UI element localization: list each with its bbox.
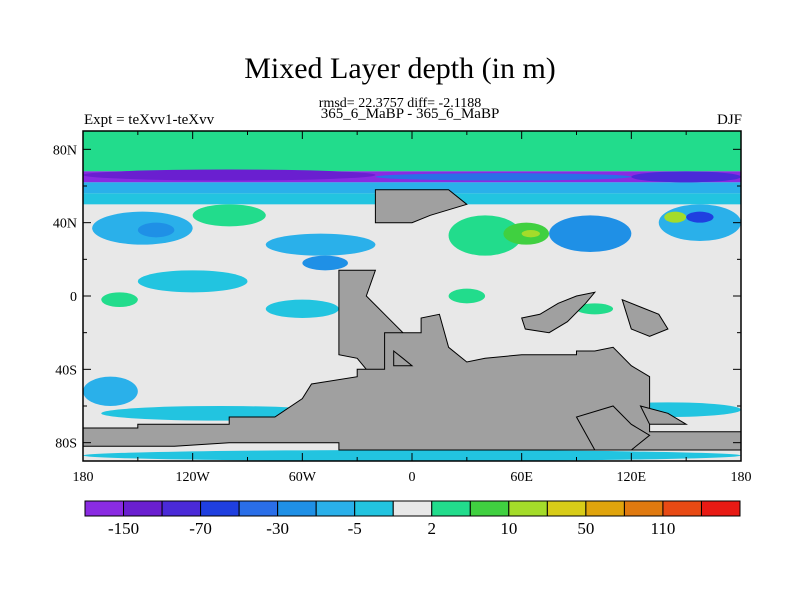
y-tick-label: 0 bbox=[70, 290, 77, 305]
x-tick-label: 180 bbox=[731, 470, 752, 485]
colorbar-box-9 bbox=[431, 500, 471, 517]
experiment-label: Expt = teXvv1-teXvv bbox=[84, 112, 215, 128]
chart-subtitle: 365_6_MaBP - 365_6_MaBP bbox=[320, 106, 500, 122]
field-band-3 bbox=[83, 182, 741, 194]
field-patch-16 bbox=[664, 211, 687, 223]
axes: 180 120W 60W 0 60E 120E 180 80N 40N 0 40S 80S bbox=[53, 131, 752, 485]
colorbar-box-0 bbox=[84, 500, 125, 517]
y-tick-label: 40S bbox=[55, 363, 77, 378]
field-patch-18 bbox=[83, 376, 138, 407]
colorbar-label: -30 bbox=[266, 519, 289, 538]
colorbar-box-2 bbox=[161, 500, 202, 517]
colorbar-label: 2 bbox=[428, 519, 437, 538]
land-mask-4 bbox=[521, 291, 597, 334]
field-patch-9 bbox=[101, 292, 138, 307]
field-patch-10 bbox=[265, 299, 339, 319]
y-tick-label: 80N bbox=[53, 143, 77, 158]
colorbar-box-14 bbox=[623, 500, 664, 517]
field-patch-22 bbox=[448, 288, 486, 304]
colorbar-label: 110 bbox=[651, 519, 676, 538]
y-tick-label: 40N bbox=[53, 217, 77, 232]
x-tick-label: 0 bbox=[409, 470, 416, 485]
season-label: DJF bbox=[716, 112, 742, 128]
chart-title: Mixed Layer depth (in m) bbox=[244, 52, 556, 85]
field-patch-1 bbox=[375, 173, 632, 181]
colorbar: -150 -70 -30 -5 2 10 50 110 bbox=[84, 500, 741, 538]
colorbar-box-6 bbox=[315, 500, 356, 517]
field-patch-23 bbox=[576, 303, 614, 315]
colorbar-box-8 bbox=[392, 500, 433, 517]
colorbar-label: -5 bbox=[348, 519, 362, 538]
colorbar-box-16 bbox=[700, 500, 741, 517]
field-patch-8 bbox=[137, 270, 248, 293]
field-band-0 bbox=[83, 131, 741, 153]
field-patch-17 bbox=[686, 211, 714, 223]
colorbar-label: -70 bbox=[189, 519, 212, 538]
land-mask-0 bbox=[374, 189, 468, 224]
field-patch-7 bbox=[302, 255, 349, 271]
field-band-1 bbox=[83, 153, 741, 172]
field-patch-5 bbox=[192, 204, 266, 227]
colorbar-box-11 bbox=[508, 500, 548, 517]
x-tick-label: 60W bbox=[289, 470, 317, 485]
colorbar-box-13 bbox=[585, 500, 625, 517]
land-mask-7 bbox=[639, 405, 689, 425]
field-patch-15 bbox=[658, 204, 741, 242]
field-patch-0 bbox=[83, 169, 376, 181]
colorbar-box-12 bbox=[546, 500, 587, 517]
field-patch-11 bbox=[448, 215, 522, 256]
heatmap-area bbox=[83, 131, 741, 461]
land-mask-3 bbox=[575, 405, 651, 451]
field-patch-2 bbox=[631, 171, 741, 183]
x-tick-label: 120W bbox=[176, 470, 211, 485]
field-patch-4 bbox=[137, 222, 175, 238]
colorbar-label: 10 bbox=[500, 519, 517, 538]
colorbar-box-4 bbox=[238, 500, 279, 517]
x-tick-label: 120E bbox=[617, 470, 647, 485]
y-tick-label: 80S bbox=[55, 437, 77, 452]
colorbar-label: -150 bbox=[108, 519, 139, 538]
colorbar-box-5 bbox=[277, 500, 317, 517]
x-tick-label: 180 bbox=[73, 470, 94, 485]
colorbar-box-10 bbox=[469, 500, 510, 517]
colorbar-box-3 bbox=[200, 500, 240, 517]
land-mask-2 bbox=[83, 313, 741, 451]
field-patch-13 bbox=[521, 230, 540, 238]
colorbar-box-1 bbox=[123, 500, 163, 517]
stats-line: rmsd= 22.3757 diff= -2.1188 bbox=[318, 96, 482, 111]
field-patch-14 bbox=[549, 215, 632, 253]
colorbar-label: 50 bbox=[577, 519, 594, 538]
land-mask-5 bbox=[621, 298, 669, 337]
field-patch-6 bbox=[265, 233, 376, 256]
colorbar-box-7 bbox=[354, 500, 394, 517]
land-mask-6 bbox=[393, 349, 414, 367]
x-tick-label: 60E bbox=[510, 470, 533, 485]
colorbar-box-15 bbox=[662, 500, 702, 517]
